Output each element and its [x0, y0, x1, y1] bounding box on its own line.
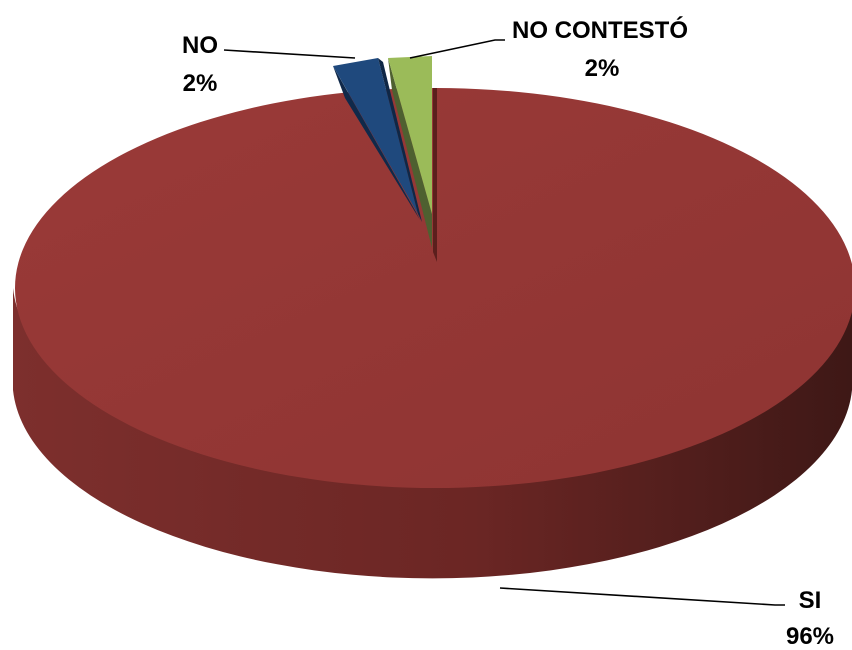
slice-si: [15, 88, 852, 488]
label-no-percent: 2%: [183, 70, 218, 97]
leader-line-si: [499, 587, 785, 606]
slice-no-edge: [378, 58, 422, 222]
slice-no-contesto-side: [388, 58, 432, 248]
slice-si-side: [13, 288, 852, 579]
leader-line-no-contesto: [409, 39, 505, 59]
slice-no: [333, 58, 418, 214]
label-no-category: NO: [182, 32, 218, 59]
label-si-category: SI: [799, 587, 822, 614]
slice-no-side: [333, 66, 420, 220]
slice-no-contesto: [388, 56, 432, 214]
leader-line-no: [223, 49, 356, 59]
label-si-percent: 96%: [786, 623, 834, 650]
label-no-contesto-percent: 2%: [585, 55, 620, 82]
label-no-contesto-category: NO CONTESTÓ: [512, 16, 688, 44]
slice-si-cut: [433, 88, 437, 262]
